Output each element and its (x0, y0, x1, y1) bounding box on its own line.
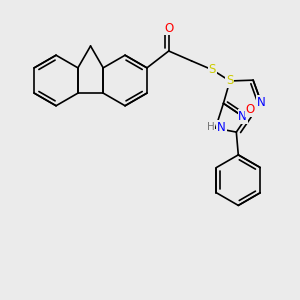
Text: H: H (207, 122, 214, 132)
Text: O: O (246, 103, 255, 116)
Text: N: N (257, 95, 266, 109)
Text: S: S (226, 74, 233, 88)
Text: S: S (208, 63, 216, 76)
Text: N: N (238, 110, 247, 123)
Text: N: N (217, 121, 226, 134)
Text: O: O (164, 22, 173, 35)
